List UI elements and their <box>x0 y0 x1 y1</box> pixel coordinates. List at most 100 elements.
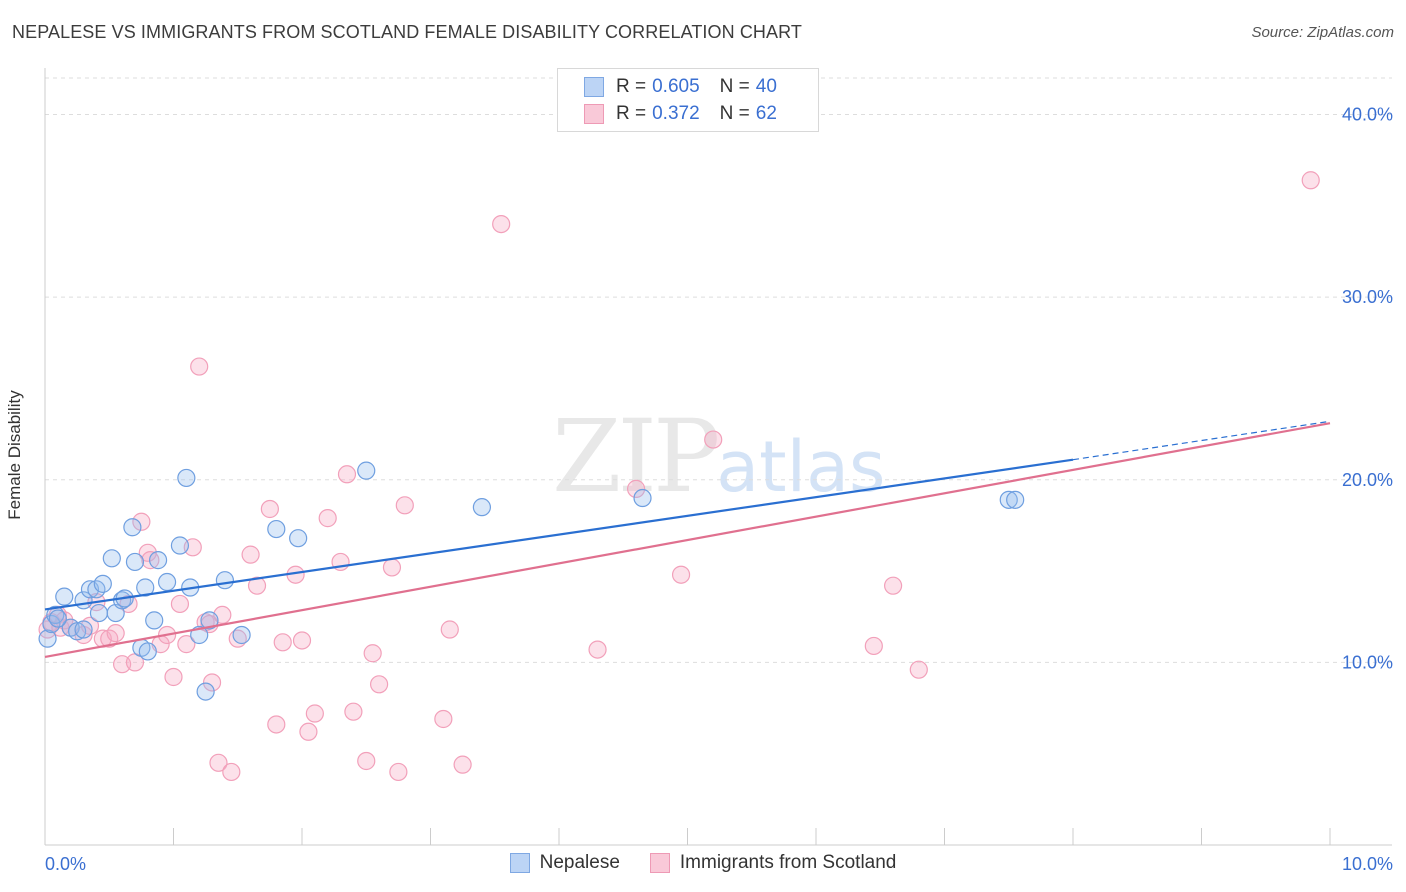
y-axis-label: Female Disability <box>5 390 24 520</box>
series-legend: Nepalese Immigrants from Scotland <box>0 852 1406 874</box>
scotland-point <box>273 633 292 652</box>
nepalese-point <box>999 490 1018 509</box>
scotland-point <box>190 357 209 376</box>
scotland-point <box>170 594 190 614</box>
nepalese-point <box>289 529 308 548</box>
scotland-point <box>671 565 691 584</box>
nepalese-swatch <box>584 77 604 97</box>
scotland-point <box>440 620 459 639</box>
legend-n-label: N = <box>719 103 750 124</box>
x-tick-label: 10.0% <box>1342 854 1393 874</box>
nepalese-point <box>102 549 121 568</box>
legend-label-scotland: Immigrants from Scotland <box>679 852 897 873</box>
scotland-point <box>305 704 324 723</box>
nepalese-point <box>148 551 168 570</box>
legend-item-scotland[interactable]: Immigrants from Scotland <box>649 852 897 874</box>
scotland-point <box>389 762 408 782</box>
scotland-point <box>267 715 286 734</box>
nepalese-swatch <box>509 853 530 873</box>
scotland-point <box>1301 171 1320 190</box>
scotland-point <box>363 644 382 663</box>
scotland-point <box>247 576 267 595</box>
y-tick-label: 40.0% <box>1342 105 1393 125</box>
nepalese-point <box>89 603 109 623</box>
nepalese-point <box>196 682 215 701</box>
legend-r-label: R = <box>616 103 647 124</box>
watermark: ZIPatlas <box>552 398 885 515</box>
y-tick-label: 30.0% <box>1342 287 1393 307</box>
nepalese-point <box>157 572 177 592</box>
nepalese-point <box>200 611 219 630</box>
legend-row-scotland: R = 0.372 N = 62 <box>584 102 777 126</box>
nepalese-point <box>232 625 251 645</box>
nepalese-point <box>633 488 652 508</box>
scotland-point <box>177 635 196 654</box>
watermark-zip: ZIP <box>552 398 720 515</box>
scotland-point <box>260 499 279 519</box>
scotland-point <box>909 660 928 679</box>
scotland-point <box>299 722 318 741</box>
nepalese-point <box>215 571 234 590</box>
nepalese-point <box>48 609 67 628</box>
legend-n-value: 62 <box>755 103 777 124</box>
scotland-point <box>588 640 607 659</box>
scotland-point <box>132 512 151 531</box>
nepalese-point <box>74 620 93 639</box>
scotland-point <box>106 624 125 643</box>
legend-r-label: R = <box>616 76 647 97</box>
legend-r-value: 0.372 <box>652 103 700 124</box>
scotland-point <box>344 702 363 721</box>
scotland-swatch <box>649 853 670 873</box>
scotland-point <box>382 558 402 577</box>
scotland-point <box>209 753 228 772</box>
legend-n-value: 40 <box>755 76 777 97</box>
nepalese-trend-extension <box>1072 420 1331 461</box>
scotland-point <box>864 636 883 656</box>
source-label: Source: ZipAtlas.com <box>1251 24 1394 41</box>
scotland-point <box>434 709 453 729</box>
legend-row-nepalese: R = 0.605 N = 40 <box>584 75 777 99</box>
scotland-point <box>357 751 376 771</box>
scotland-trend-line <box>44 422 1331 658</box>
scotland-point <box>337 465 357 484</box>
nepalese-point <box>170 536 190 555</box>
scotland-point <box>164 667 183 687</box>
nepalese-point <box>55 587 74 606</box>
scotland-point <box>141 551 160 570</box>
legend-r-value: 0.605 <box>652 76 700 97</box>
y-tick-label: 20.0% <box>1342 470 1393 490</box>
watermark-atlas: atlas <box>716 426 886 508</box>
stats-legend: R = 0.605 N = 40 R = 0.372 N = 62 <box>557 68 819 132</box>
nepalese-trend-line <box>44 458 1074 611</box>
scotland-point <box>626 479 646 498</box>
nepalese-point <box>38 629 57 648</box>
nepalese-point <box>1006 490 1025 509</box>
nepalese-point <box>136 578 155 597</box>
nepalese-point <box>267 519 286 539</box>
nepalese-point <box>125 552 145 572</box>
scotland-point <box>883 576 903 595</box>
legend-n-label: N = <box>719 76 750 97</box>
scotland-point <box>292 631 312 650</box>
scotland-point <box>492 214 511 234</box>
nepalese-point <box>138 642 157 661</box>
nepalese-point <box>123 518 142 537</box>
legend-item-nepalese[interactable]: Nepalese <box>509 852 620 874</box>
scotland-point <box>704 430 723 449</box>
scotland-swatch <box>584 104 604 124</box>
nepalese-point <box>68 622 87 641</box>
legend-label-nepalese: Nepalese <box>539 852 620 873</box>
scotland-point <box>453 755 472 774</box>
scotland-point <box>241 545 260 564</box>
nepalese-point <box>357 461 376 480</box>
chart-title: NEPALESE VS IMMIGRANTS FROM SCOTLAND FEM… <box>12 22 803 42</box>
scotland-point <box>370 675 389 694</box>
scotland-point <box>318 509 337 528</box>
nepalese-point <box>472 498 491 517</box>
y-tick-label: 10.0% <box>1342 652 1393 672</box>
nepalese-point <box>145 611 164 630</box>
nepalese-point <box>93 574 112 593</box>
x-tick-label: 0.0% <box>45 854 86 874</box>
nepalese-point <box>177 468 196 488</box>
